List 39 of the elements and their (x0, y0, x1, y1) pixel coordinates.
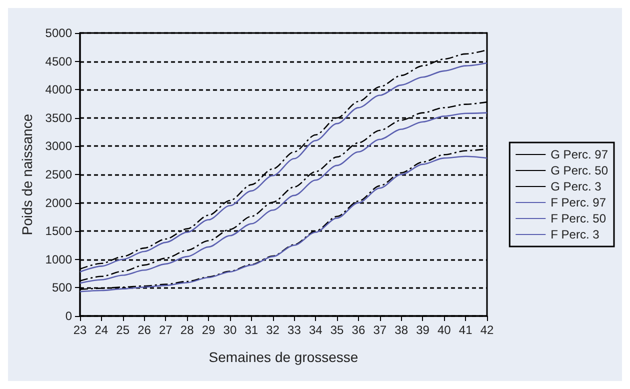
y-tick-label: 1000 (45, 252, 72, 266)
y-tick-label: 5000 (45, 26, 72, 40)
x-tick-label: 32 (266, 323, 280, 337)
legend-label: G Perc. 50 (550, 164, 608, 178)
x-tick-label: 33 (288, 323, 302, 337)
x-tick-label: 24 (94, 323, 108, 337)
y-axis-title: Poids de naissance (19, 114, 35, 236)
y-tick-label: 3000 (45, 139, 72, 154)
x-tick-label: 23 (73, 323, 87, 337)
y-tick-label: 4500 (45, 54, 72, 68)
legend-label: G Perc. 3 (550, 180, 602, 194)
y-tick-label: 4000 (45, 82, 72, 97)
x-axis-title: Semaines de grossesse (208, 349, 358, 365)
legend-label: F Perc. 50 (550, 212, 606, 226)
x-tick-label: 35 (330, 323, 344, 337)
x-tick-label: 28 (180, 323, 194, 337)
x-tick-label: 38 (394, 323, 408, 337)
legend-label: F Perc. 97 (550, 196, 606, 210)
y-tick-label: 0 (65, 309, 72, 323)
x-tick-label: 26 (138, 323, 152, 337)
x-tick-label: 40 (437, 323, 452, 337)
x-tick-label: 36 (352, 323, 366, 337)
x-tick-label: 30 (223, 323, 237, 337)
x-tick-label: 37 (373, 323, 387, 337)
y-tick-label: 2000 (45, 196, 72, 210)
y-tick-label: 3500 (45, 110, 72, 125)
x-tick-label: 39 (416, 323, 430, 337)
x-tick-label: 29 (202, 323, 216, 337)
x-tick-label: 27 (159, 323, 173, 337)
legend-label: G Perc. 97 (550, 148, 608, 162)
x-tick-label: 25 (116, 323, 130, 337)
x-tick-label: 34 (308, 323, 323, 337)
y-tick-label: 2500 (45, 168, 72, 182)
x-tick-label: 41 (458, 323, 473, 337)
y-tick-label: 1500 (45, 224, 72, 238)
x-tick-label: 42 (480, 323, 494, 337)
legend-label: F Perc. 3 (550, 228, 600, 242)
x-tick-label: 31 (244, 323, 258, 337)
y-tick-label: 500 (52, 280, 72, 295)
